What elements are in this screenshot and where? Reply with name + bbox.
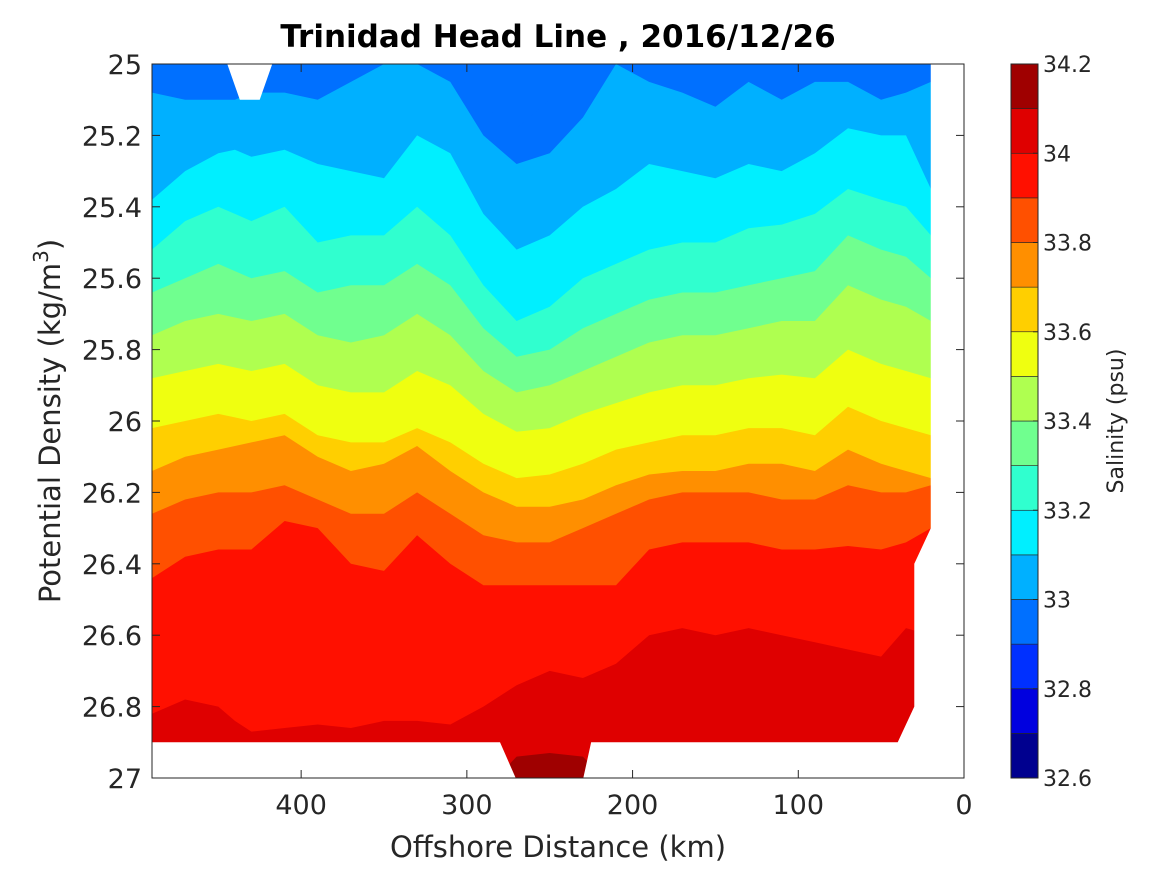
x-tick-label: 400 <box>275 790 327 821</box>
y-axis-title-superscript: 3 <box>29 250 53 263</box>
y-tick-label: 25.8 <box>82 336 142 367</box>
y-tick-label: 26.6 <box>82 621 142 652</box>
colorbar: 32.6 32.8 33 33.2 33.4 33.6 33.8 34 34.2 Salinit… <box>1010 53 1129 792</box>
colorbar-swatch <box>1010 286 1039 333</box>
colorbar-swatch <box>1010 509 1039 556</box>
chart-title: Trinidad Head Line , 2016/12/26 <box>280 19 835 55</box>
colorbar-swatch <box>1010 420 1039 466</box>
y-tick-label: 26.4 <box>82 550 142 581</box>
x-tick-label: 100 <box>773 790 825 821</box>
y-tick-label: 25 <box>108 50 142 81</box>
colorbar-ticks: 32.6 32.8 33 33.2 33.4 33.6 33.8 34 34.2 <box>1033 53 1092 792</box>
plot-area <box>151 63 965 779</box>
x-tick-label: 0 <box>955 790 972 821</box>
colorbar-swatches <box>1010 63 1039 779</box>
colorbar-swatch <box>1010 554 1039 600</box>
contour-band-32-9 <box>450 64 583 129</box>
colorbar-tick-label: 33.6 <box>1043 321 1092 346</box>
colorbar-swatch <box>1010 63 1039 109</box>
x-tick-label: 200 <box>607 790 659 821</box>
colorbar-swatch <box>1010 376 1039 422</box>
x-axis-title: Offshore Distance (km) <box>390 830 726 864</box>
x-tick-label: 300 <box>441 790 493 821</box>
contour-band-34-1 <box>496 753 604 778</box>
contour-band-34 <box>152 628 963 778</box>
colorbar-tick-label: 34.2 <box>1043 53 1092 78</box>
colorbar-swatch <box>1010 331 1039 377</box>
x-axis: 400 300 200 100 0 <box>275 64 973 821</box>
y-axis-title: Potential Density (kg/m3) <box>29 239 67 603</box>
colorbar-swatch <box>1010 197 1039 243</box>
y-tick-label: 25.2 <box>82 121 142 152</box>
colorbar-tick-label: 33.8 <box>1043 232 1092 257</box>
colorbar-swatch <box>1010 465 1039 511</box>
contour-bands <box>152 64 964 778</box>
colorbar-swatch <box>1010 242 1039 288</box>
colorbar-tick-label: 32.6 <box>1043 767 1092 792</box>
y-axis: 25 25.2 25.4 25.6 25.8 26 26.2 26.4 26.6 26.8 27 <box>82 50 964 795</box>
no-data-masks <box>152 64 964 778</box>
no-data-mask-top <box>227 64 273 100</box>
y-axis-title-main: Potential Density (kg/m <box>33 263 67 603</box>
y-axis-title-close: ) <box>33 239 67 250</box>
y-tick-label: 26.2 <box>82 478 142 509</box>
colorbar-swatch <box>1010 643 1039 690</box>
no-data-mask-right <box>930 64 964 778</box>
y-tick-label: 25.4 <box>82 193 142 224</box>
colorbar-tick-label: 33 <box>1043 589 1071 614</box>
colorbar-tick-label: 34 <box>1043 142 1071 167</box>
colorbar-tick-label: 33.2 <box>1043 499 1092 524</box>
colorbar-swatch <box>1010 688 1039 734</box>
colorbar-swatch <box>1010 108 1039 154</box>
y-tick-label: 26 <box>108 407 142 438</box>
y-tick-label: 26.8 <box>82 693 142 724</box>
y-tick-label: 27 <box>108 764 142 795</box>
colorbar-swatch <box>1010 152 1039 199</box>
colorbar-tick-label: 33.4 <box>1043 410 1092 435</box>
colorbar-title: Salinity (psu) <box>1104 349 1129 494</box>
colorbar-tick-label: 32.8 <box>1043 678 1092 703</box>
colorbar-swatch <box>1010 733 1039 779</box>
y-tick-label: 25.6 <box>82 264 142 295</box>
colorbar-swatch <box>1010 599 1039 645</box>
